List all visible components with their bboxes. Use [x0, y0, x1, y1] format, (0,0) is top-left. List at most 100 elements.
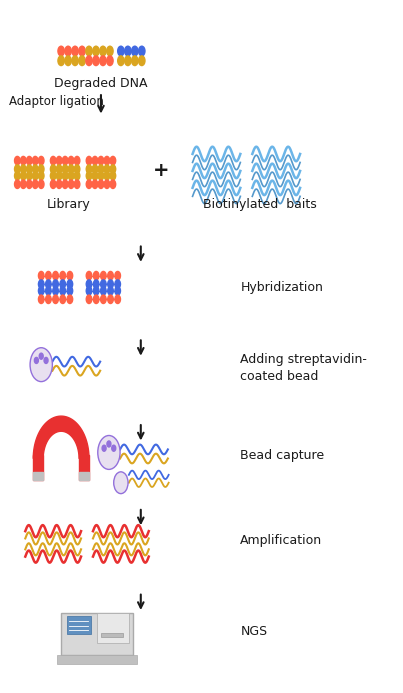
Circle shape: [21, 157, 26, 165]
Text: Library: Library: [47, 198, 91, 211]
Circle shape: [132, 56, 138, 66]
Circle shape: [107, 56, 113, 66]
Circle shape: [115, 280, 120, 288]
Circle shape: [38, 165, 44, 173]
Circle shape: [68, 172, 74, 180]
Circle shape: [53, 272, 58, 280]
Text: Bead capture: Bead capture: [240, 449, 324, 462]
Text: +: +: [152, 161, 169, 180]
Circle shape: [50, 157, 56, 165]
Circle shape: [39, 353, 43, 359]
Circle shape: [33, 157, 38, 165]
Circle shape: [68, 165, 74, 173]
Circle shape: [68, 157, 74, 165]
Circle shape: [115, 272, 120, 280]
Circle shape: [107, 441, 111, 447]
Circle shape: [38, 280, 44, 288]
Circle shape: [74, 157, 80, 165]
Circle shape: [86, 157, 92, 165]
Circle shape: [108, 287, 113, 295]
Circle shape: [56, 165, 62, 173]
Circle shape: [92, 165, 98, 173]
Circle shape: [67, 272, 73, 280]
Circle shape: [15, 172, 20, 180]
Circle shape: [38, 295, 44, 304]
Bar: [33, 472, 43, 480]
Text: Adding streptavidin-
coated bead: Adding streptavidin- coated bead: [240, 353, 367, 383]
Circle shape: [50, 180, 56, 188]
Bar: [67, 616, 91, 634]
Circle shape: [86, 272, 92, 280]
Circle shape: [86, 165, 92, 173]
Circle shape: [79, 56, 85, 66]
Circle shape: [86, 280, 92, 288]
Circle shape: [33, 172, 38, 180]
Circle shape: [67, 287, 73, 295]
Circle shape: [100, 46, 106, 56]
Circle shape: [72, 46, 78, 56]
Circle shape: [27, 165, 32, 173]
Circle shape: [53, 287, 58, 295]
Circle shape: [101, 287, 106, 295]
Circle shape: [93, 56, 99, 66]
Circle shape: [38, 287, 44, 295]
Circle shape: [132, 46, 138, 56]
Circle shape: [15, 180, 20, 188]
Circle shape: [38, 272, 44, 280]
Circle shape: [98, 435, 120, 469]
Bar: [79, 472, 89, 480]
Circle shape: [86, 172, 92, 180]
Circle shape: [65, 46, 71, 56]
Circle shape: [108, 295, 113, 304]
Circle shape: [125, 56, 131, 66]
Circle shape: [115, 295, 120, 304]
Circle shape: [98, 157, 104, 165]
Circle shape: [38, 157, 44, 165]
Circle shape: [34, 358, 38, 363]
Circle shape: [104, 165, 110, 173]
Text: Amplification: Amplification: [240, 534, 322, 547]
Circle shape: [104, 157, 110, 165]
Circle shape: [38, 180, 44, 188]
Circle shape: [92, 180, 98, 188]
Circle shape: [67, 295, 73, 304]
Circle shape: [62, 165, 68, 173]
Circle shape: [108, 280, 113, 288]
Bar: [101, 633, 123, 637]
Circle shape: [125, 46, 131, 56]
Circle shape: [86, 295, 92, 304]
Circle shape: [102, 445, 106, 451]
Bar: [97, 613, 129, 643]
Circle shape: [65, 56, 71, 66]
Circle shape: [46, 287, 51, 295]
Circle shape: [107, 46, 113, 56]
Circle shape: [101, 272, 106, 280]
Circle shape: [93, 287, 99, 295]
Circle shape: [46, 295, 51, 304]
Circle shape: [110, 157, 116, 165]
Text: Hybridization: Hybridization: [240, 281, 323, 294]
Circle shape: [118, 46, 124, 56]
Circle shape: [112, 445, 116, 451]
Circle shape: [58, 46, 64, 56]
Circle shape: [46, 272, 51, 280]
Circle shape: [115, 287, 120, 295]
Circle shape: [74, 172, 80, 180]
Circle shape: [92, 157, 98, 165]
Text: Biotinylated  baits: Biotinylated baits: [204, 198, 317, 211]
Circle shape: [108, 272, 113, 280]
Circle shape: [62, 180, 68, 188]
Circle shape: [56, 157, 62, 165]
Circle shape: [46, 280, 51, 288]
Circle shape: [93, 280, 99, 288]
Circle shape: [118, 56, 124, 66]
Circle shape: [101, 295, 106, 304]
Circle shape: [93, 295, 99, 304]
Bar: [57, 656, 137, 665]
Circle shape: [114, 472, 128, 493]
Circle shape: [21, 172, 26, 180]
Circle shape: [110, 180, 116, 188]
Circle shape: [74, 165, 80, 173]
Circle shape: [86, 180, 92, 188]
Circle shape: [53, 295, 58, 304]
